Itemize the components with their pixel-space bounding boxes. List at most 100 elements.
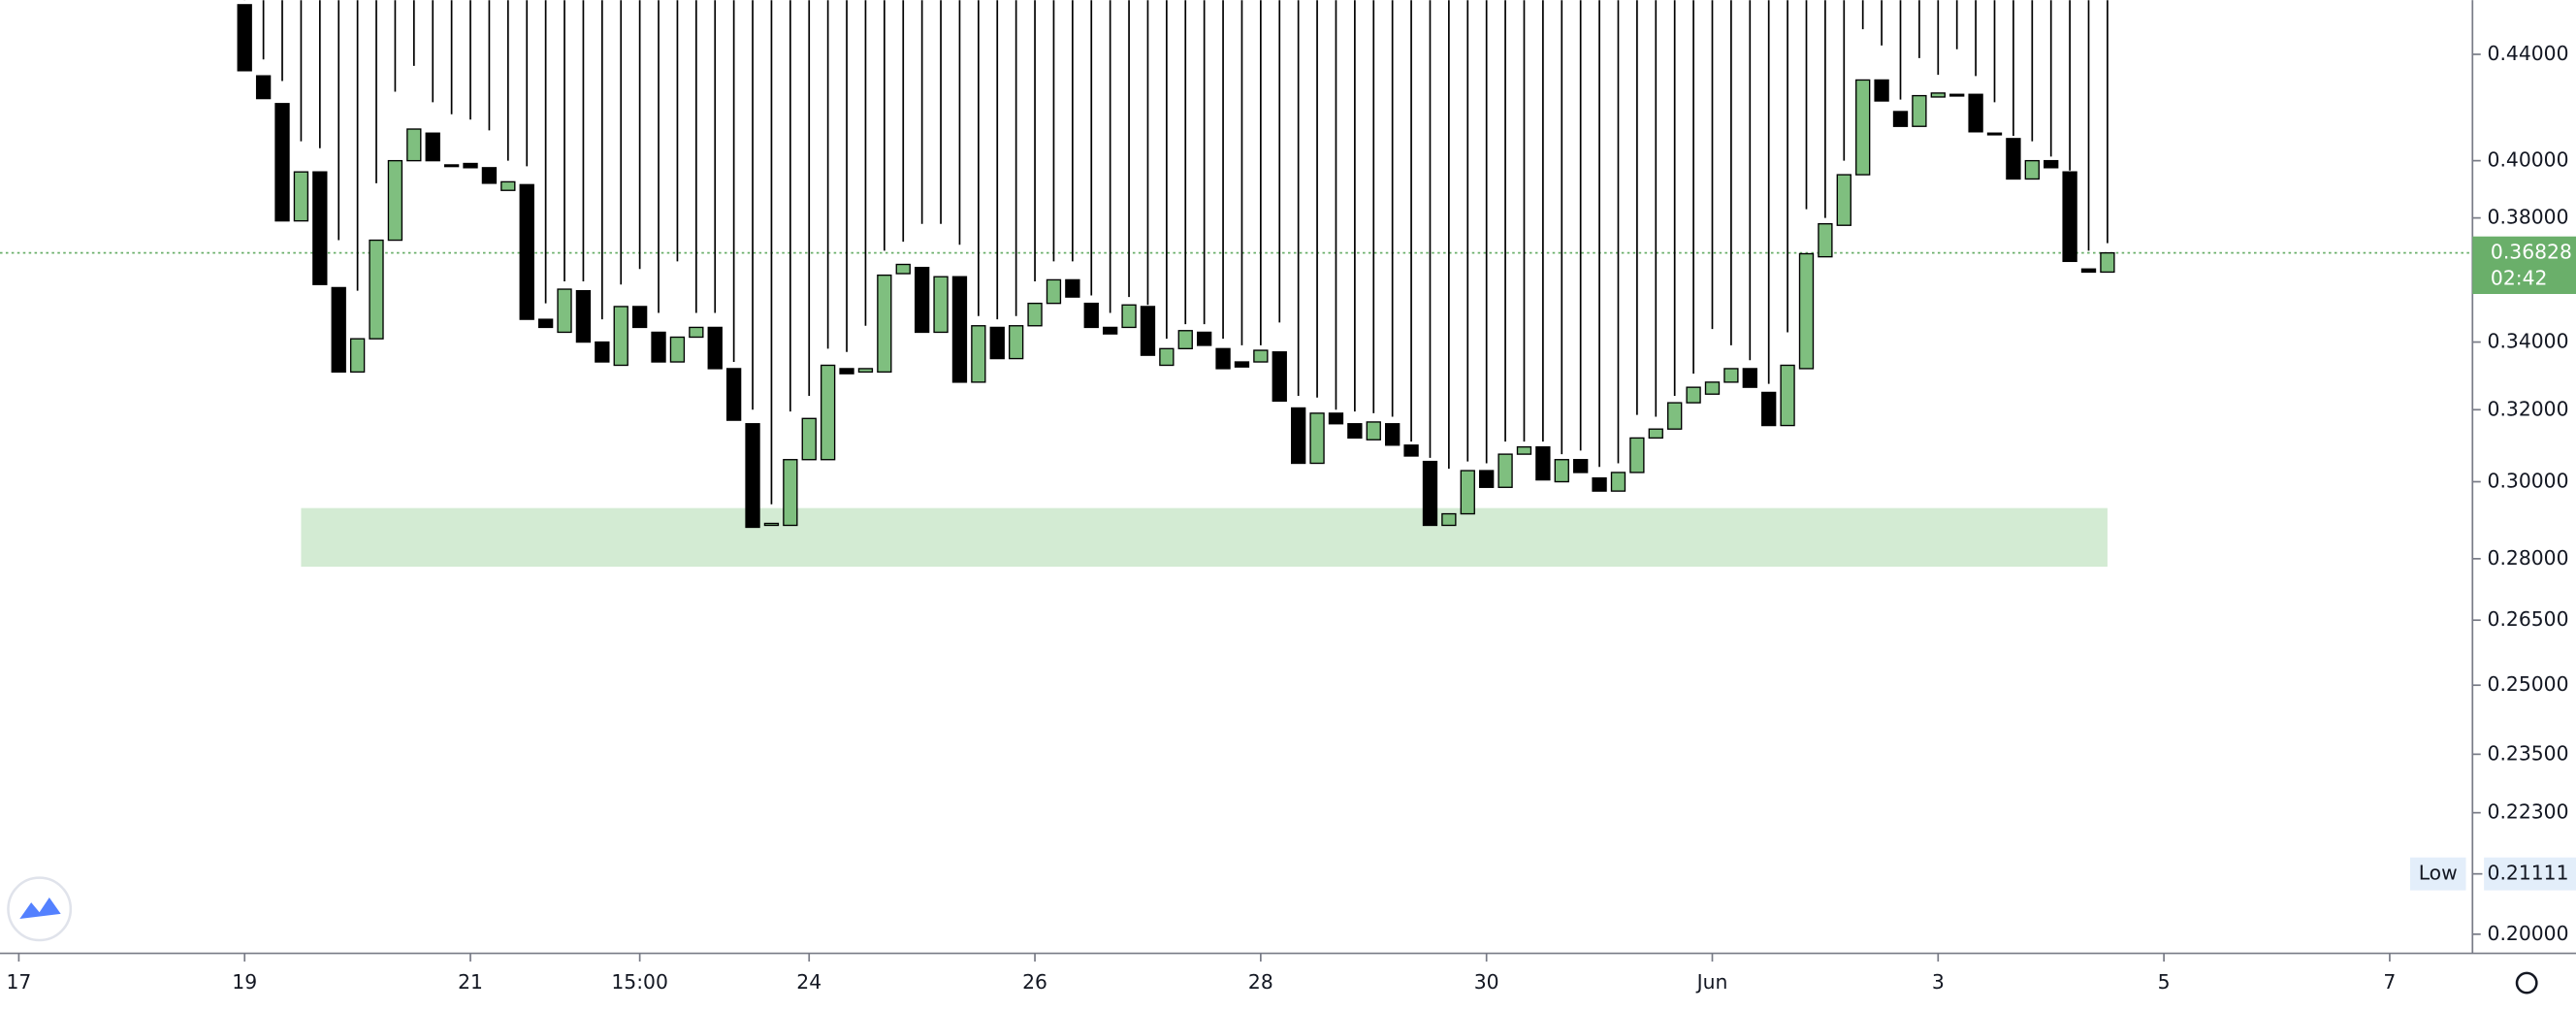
logo[interactable] — [7, 876, 73, 942]
y-tick-label: 0.28000 — [2488, 546, 2569, 570]
candle-body — [1874, 79, 1889, 102]
candle-body — [537, 318, 554, 329]
candle-body — [2006, 138, 2021, 180]
y-tick-label: 0.26500 — [2488, 607, 2569, 631]
x-tick-label: 5 — [2158, 970, 2171, 994]
candle-body — [425, 132, 440, 162]
candle-body — [1930, 92, 1946, 98]
candle-body — [1742, 368, 1757, 388]
candle-body — [2080, 268, 2097, 274]
candle-body — [1667, 402, 1683, 430]
candle-body — [1780, 364, 1795, 427]
candle-body — [463, 162, 478, 169]
candle-body — [1686, 386, 1701, 404]
candle-body — [971, 325, 986, 383]
candle-body — [839, 368, 854, 375]
candle-body — [613, 306, 628, 367]
candle-body — [1121, 304, 1137, 329]
candle-body — [1818, 223, 1833, 258]
x-tick-label: 7 — [2383, 970, 2396, 994]
candle-body — [1723, 368, 1739, 383]
candle-body — [820, 364, 836, 461]
candle-body — [255, 75, 272, 100]
candle-body — [933, 276, 949, 334]
candle-body — [857, 368, 874, 374]
plot-area — [0, 0, 2473, 568]
candle-body — [1912, 94, 1927, 127]
candle-body — [1554, 459, 1569, 483]
low-value-label: 0.21111 — [2488, 862, 2569, 885]
candle-body — [801, 417, 817, 461]
candle-body — [1140, 306, 1156, 356]
candle-body — [631, 306, 648, 329]
x-tick-label: 21 — [458, 970, 483, 994]
candle-body — [1422, 460, 1438, 527]
x-tick-label: 24 — [796, 970, 821, 994]
x-tick-label: 28 — [1248, 970, 1273, 994]
candle-body — [1798, 252, 1815, 370]
candle-body — [1196, 331, 1212, 346]
x-tick-label: 3 — [1932, 970, 1945, 994]
candle-body — [2062, 171, 2077, 263]
candle-body — [1949, 93, 1965, 97]
candle-body — [1347, 423, 1363, 440]
candle-body — [1403, 444, 1419, 457]
candle-body — [274, 103, 290, 222]
candle-body — [1385, 423, 1401, 446]
candle-body — [763, 522, 780, 527]
support-zone — [301, 507, 2108, 568]
candle-body — [293, 171, 309, 222]
y-tick-label: 0.20000 — [2488, 922, 2569, 945]
candle-body — [877, 274, 892, 374]
candle-body — [312, 171, 328, 285]
candle-body — [406, 128, 422, 162]
candle-body — [707, 326, 723, 370]
candle-body — [557, 288, 572, 334]
candle-body — [1008, 325, 1024, 360]
candle-body — [951, 276, 968, 383]
low-label: Low — [2419, 862, 2458, 885]
candle-body — [1291, 407, 1306, 465]
candle-body — [369, 239, 384, 340]
candle-body — [651, 331, 666, 363]
candle-body — [1648, 428, 1663, 440]
countdown-label: 02:42 — [2491, 267, 2548, 290]
candle-body — [1516, 445, 1532, 455]
x-tick-label: 26 — [1022, 970, 1047, 994]
y-tick-label: 0.38000 — [2488, 206, 2569, 229]
last-price-badge — [2472, 236, 2576, 294]
candle-body — [895, 263, 911, 275]
candle-body — [1573, 459, 1589, 473]
candle-body — [1704, 381, 1721, 395]
y-tick-label: 0.34000 — [2488, 330, 2569, 353]
y-tick-label: 0.40000 — [2488, 148, 2569, 172]
settings-icon[interactable] — [2515, 971, 2538, 995]
low-value-badge — [2484, 857, 2576, 891]
candle-body — [1027, 302, 1043, 327]
candle-body — [1986, 132, 2003, 136]
candle-body — [500, 180, 516, 191]
logo-circle[interactable] — [7, 876, 73, 942]
candle-body — [783, 459, 798, 527]
y-tick-label: 0.25000 — [2488, 672, 2569, 696]
candle-body — [1328, 412, 1344, 425]
candle-body — [2044, 159, 2059, 169]
logo-icon — [19, 897, 61, 920]
candle-body — [1234, 361, 1250, 368]
candle-body — [1215, 347, 1231, 370]
candle-body — [1460, 470, 1475, 515]
x-tick-label: 30 — [1474, 970, 1499, 994]
y-tick-label: 0.23500 — [2488, 741, 2569, 765]
low-badge — [2409, 857, 2466, 891]
candle-body — [1855, 79, 1871, 176]
last-price-label: 0.36828 — [2491, 241, 2572, 264]
y-tick-label: 0.44000 — [2488, 42, 2569, 65]
candle-body — [1968, 93, 1983, 133]
candle-body — [745, 423, 760, 529]
candle-body — [1629, 437, 1645, 473]
candle-body — [331, 286, 346, 374]
candle-body — [1592, 477, 1607, 492]
candle-body — [689, 326, 704, 339]
settings-button[interactable] — [2515, 971, 2538, 995]
